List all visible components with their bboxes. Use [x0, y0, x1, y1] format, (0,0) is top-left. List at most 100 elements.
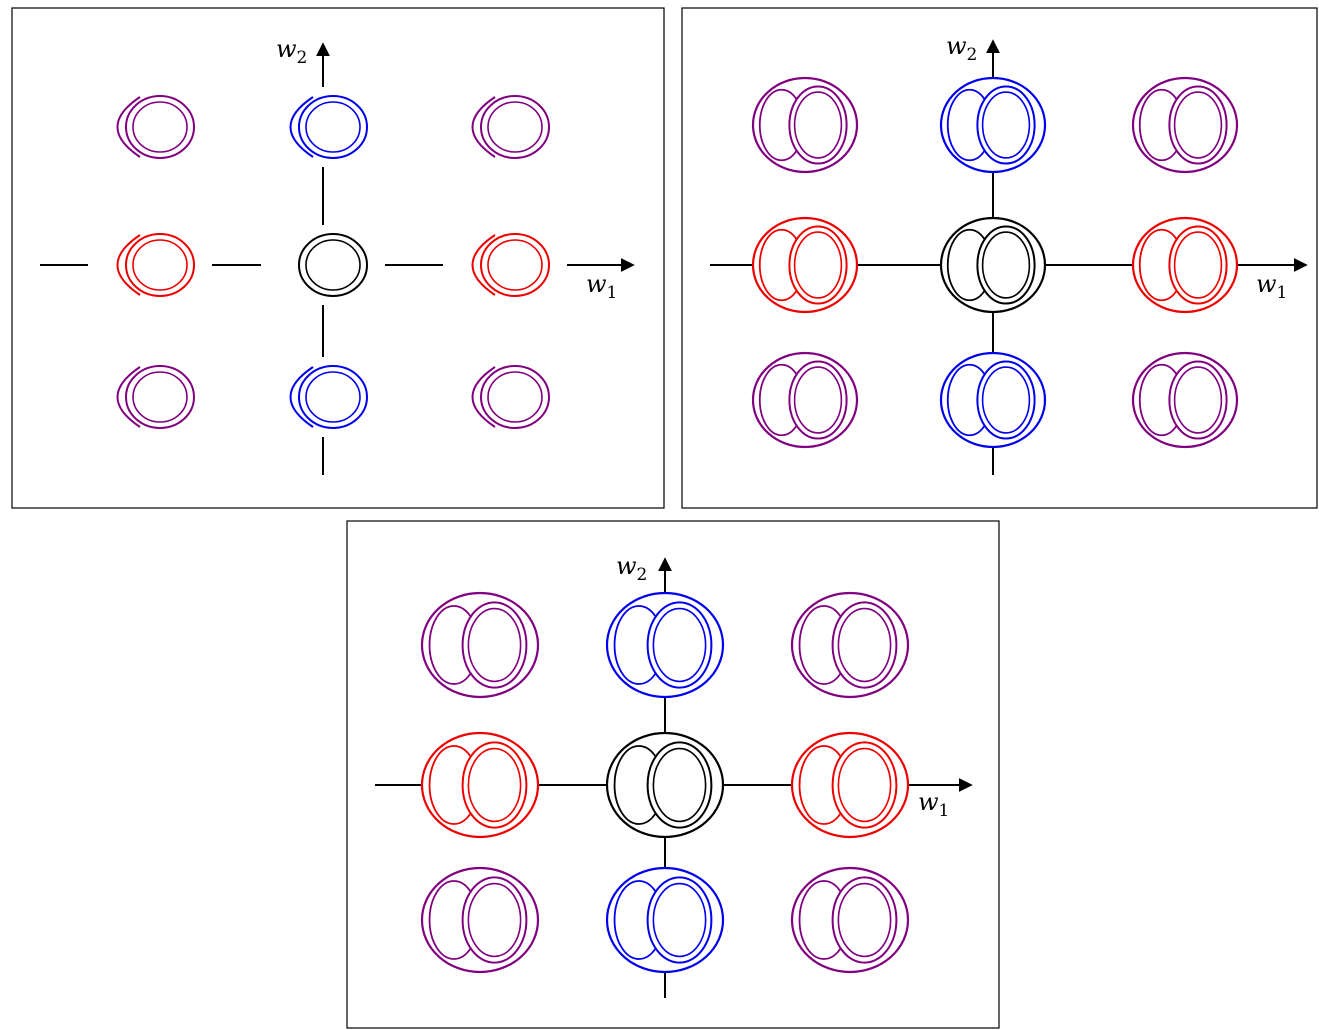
- shape-inner-ring: [837, 882, 892, 958]
- shape-inner: [487, 101, 543, 153]
- axis-label-sub: 2: [967, 45, 978, 65]
- shape-inner: [487, 371, 543, 423]
- shape-inner: [132, 371, 188, 423]
- shape-outer: [480, 233, 550, 297]
- shape-inner: [831, 741, 898, 829]
- shape-inner-ring: [467, 607, 522, 683]
- axis-label: w1: [918, 788, 949, 821]
- shape-inner: [461, 741, 528, 829]
- axis-label-sub: 2: [637, 565, 648, 585]
- shape-inner: [305, 101, 361, 153]
- axis-label: w1: [586, 270, 617, 303]
- axis-label-main: w: [918, 788, 939, 816]
- shape-backdrop: [443, 87, 567, 167]
- shape-outer: [480, 365, 550, 429]
- shape: [790, 866, 910, 974]
- shape-inner: [976, 360, 1036, 440]
- shape: [443, 225, 567, 305]
- shape-crescent: [471, 96, 496, 158]
- shape-inner-ring: [652, 747, 707, 823]
- shape: [939, 351, 1047, 449]
- shape: [790, 731, 910, 839]
- shape-inner-ring: [837, 747, 892, 823]
- shape: [1131, 216, 1239, 314]
- shape: [420, 866, 540, 974]
- shape-outer: [125, 233, 195, 297]
- shape-inner-ring: [1173, 366, 1223, 434]
- shape-inner: [461, 876, 528, 964]
- shape-inner: [788, 360, 848, 440]
- shape-backdrop: [261, 87, 385, 167]
- shape: [261, 225, 385, 305]
- axis-label-main: w: [946, 32, 967, 60]
- shape-inner: [487, 239, 543, 291]
- shape-backdrop: [443, 357, 567, 437]
- shape-inner-ring: [467, 747, 522, 823]
- axis-label: w2: [946, 32, 977, 65]
- shape-inner-ring: [793, 366, 843, 434]
- shape: [420, 731, 540, 839]
- shape-inner-ring: [467, 882, 522, 958]
- shape-inner-ring: [793, 91, 843, 159]
- shape-inner-ring: [652, 882, 707, 958]
- shape-inner: [132, 101, 188, 153]
- shape-backdrop: [88, 87, 212, 167]
- shape-inner: [788, 225, 848, 305]
- shape-inner-ring: [837, 607, 892, 683]
- shape-crescent: [471, 234, 496, 296]
- shape-inner-ring: [793, 231, 843, 299]
- shape-crescent: [116, 96, 141, 158]
- shape-inner-ring: [1173, 91, 1223, 159]
- shape-inner: [831, 601, 898, 689]
- shape-inner: [461, 601, 528, 689]
- shape-inner-ring: [981, 91, 1031, 159]
- shape-inner-ring: [981, 231, 1031, 299]
- shape-outer: [125, 95, 195, 159]
- shape-backdrop: [443, 225, 567, 305]
- shape-outer: [298, 95, 368, 159]
- shape-outer: [125, 365, 195, 429]
- axis-label: w1: [1256, 270, 1287, 303]
- axis-label-sub: 1: [939, 801, 950, 821]
- shape-inner: [1168, 225, 1228, 305]
- shape-outer: [298, 365, 368, 429]
- axis-label-main: w: [616, 552, 637, 580]
- shape: [939, 76, 1047, 174]
- shape: [88, 87, 212, 167]
- axis-label-sub: 1: [607, 283, 618, 303]
- shape-crescent: [471, 366, 496, 428]
- shape-inner: [831, 876, 898, 964]
- shape: [605, 591, 725, 699]
- panel-frame: [11, 7, 665, 509]
- shape: [939, 216, 1047, 314]
- shape-inner: [305, 239, 361, 291]
- shape-inner-ring: [1173, 231, 1223, 299]
- shape-crescent: [116, 234, 141, 296]
- shape-inner-ring: [981, 366, 1031, 434]
- shape: [88, 357, 212, 437]
- shape-backdrop: [88, 225, 212, 305]
- shape: [443, 87, 567, 167]
- shape-inner-ring: [652, 607, 707, 683]
- axis-label-main: w: [1256, 270, 1277, 298]
- shape-inner: [1168, 85, 1228, 165]
- axis-label: w2: [276, 35, 307, 68]
- shape-inner: [646, 876, 713, 964]
- shape: [790, 591, 910, 699]
- shape-inner: [976, 225, 1036, 305]
- shape-inner: [788, 85, 848, 165]
- shape: [605, 731, 725, 839]
- axis-label-sub: 1: [1277, 283, 1288, 303]
- shape: [443, 357, 567, 437]
- shape-crescent: [289, 96, 314, 158]
- shape: [605, 866, 725, 974]
- shape: [1131, 351, 1239, 449]
- shape: [751, 351, 859, 449]
- shape: [751, 216, 859, 314]
- axis-label-main: w: [276, 35, 297, 63]
- shape: [751, 76, 859, 174]
- shape: [88, 225, 212, 305]
- shape-inner: [646, 601, 713, 689]
- shape-backdrop: [88, 357, 212, 437]
